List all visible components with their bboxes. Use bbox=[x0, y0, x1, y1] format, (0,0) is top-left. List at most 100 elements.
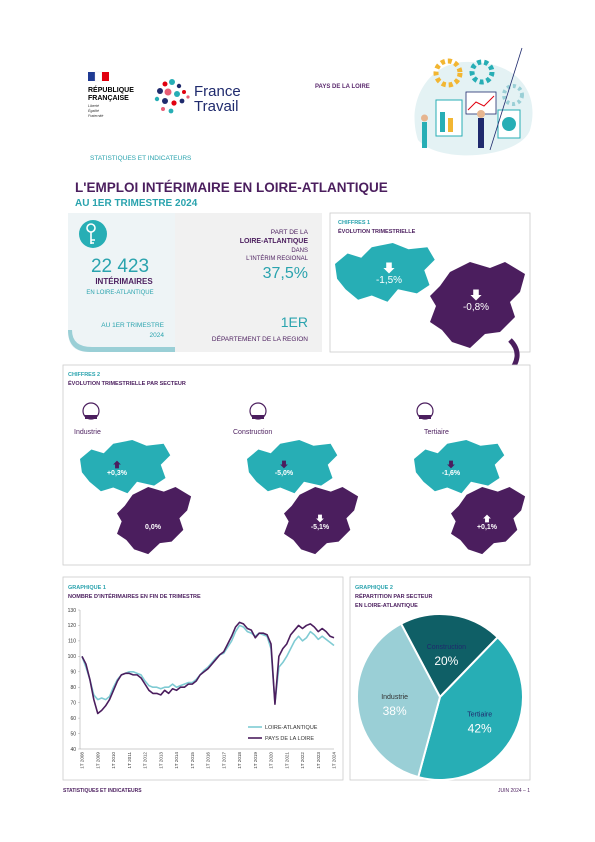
slice-value: 42% bbox=[468, 722, 492, 736]
trend-arrow bbox=[383, 262, 395, 274]
x-tick-label: 1T 2012 bbox=[143, 752, 148, 769]
line-chart: 40 50 60 70 80 90 100 110 120 130 1T 2008 1T 2009 1T… bbox=[68, 608, 337, 769]
x-tick-label: 1T 2015 bbox=[190, 752, 195, 769]
slice-name: Construction bbox=[427, 644, 466, 651]
slice-name: Industrie bbox=[381, 694, 408, 701]
y-tick-label: 90 bbox=[70, 670, 76, 676]
kpi-period: AU 1ER TRIMESTRE bbox=[101, 322, 164, 329]
kpi-period: 2024 bbox=[150, 332, 165, 339]
section-label: STATISTIQUES ET INDICATEURS bbox=[90, 155, 192, 162]
map bbox=[335, 243, 435, 302]
share-value: 37,5% bbox=[263, 265, 308, 282]
map-value: +0,1% bbox=[477, 524, 498, 531]
y-tick-label: 120 bbox=[68, 623, 77, 629]
map-value: -1,5% bbox=[376, 275, 402, 286]
share-text: PART DE LA bbox=[271, 229, 309, 236]
pie-slice bbox=[417, 635, 524, 781]
kpi-count-label: INTÉRIMAIRES bbox=[95, 277, 153, 286]
map-value: -0,8% bbox=[463, 302, 489, 313]
key-icon bbox=[79, 220, 107, 248]
slice-value: 38% bbox=[383, 704, 407, 718]
figures-1-title: ÉVOLUTION TRIMESTRIELLE bbox=[338, 227, 416, 235]
share-text: DANS bbox=[291, 248, 308, 254]
y-tick-label: 70 bbox=[70, 700, 76, 706]
kpi-accent bbox=[68, 330, 175, 352]
kpi-panel bbox=[175, 213, 322, 352]
trend-arrow bbox=[470, 289, 482, 301]
footer-left: STATISTIQUES ET INDICATEURS bbox=[63, 788, 142, 794]
series-line bbox=[81, 621, 335, 715]
sector-icon bbox=[85, 415, 97, 419]
x-tick-label: 1T 2019 bbox=[253, 752, 258, 769]
x-tick-label: 1T 2010 bbox=[111, 752, 116, 769]
kpi-count-scope: EN LOIRE-ATLANTIQUE bbox=[86, 290, 153, 296]
brand: Travail bbox=[194, 98, 238, 115]
map-value: -5,0% bbox=[275, 470, 294, 477]
pie-slice bbox=[356, 622, 442, 779]
pie-slice bbox=[399, 613, 500, 699]
sector-name: Construction bbox=[233, 429, 272, 436]
x-tick-label: 1T 2008 bbox=[80, 752, 85, 769]
y-tick-label: 60 bbox=[70, 716, 76, 722]
x-tick-label: 1T 2020 bbox=[269, 752, 274, 769]
x-tick-label: 1T 2016 bbox=[206, 752, 211, 769]
map bbox=[430, 262, 525, 348]
sector-icon bbox=[252, 415, 264, 419]
graph-2-label: GRAPHIQUE 2 bbox=[355, 585, 393, 591]
x-tick-label: 1T 2018 bbox=[237, 752, 242, 769]
graph-2-title: RÉPARTITION PAR SECTEUR bbox=[355, 592, 432, 600]
map bbox=[247, 440, 338, 494]
x-tick-label: 1T 2017 bbox=[221, 752, 226, 769]
graph-1-label: GRAPHIQUE 1 bbox=[68, 585, 106, 591]
x-tick-label: 1T 2014 bbox=[174, 752, 179, 769]
legend-label: PAYS DE LA LOIRE bbox=[265, 736, 314, 742]
figures-2-sectors: Industrie +0,3% 0,0% Construction -5,0% -5,1%… bbox=[74, 402, 526, 555]
page-subtitle: AU 1ER TRIMESTRE 2024 bbox=[75, 198, 198, 209]
sector-name: Tertiaire bbox=[424, 429, 449, 436]
slice-value: 20% bbox=[434, 654, 458, 668]
page-title: L'EMPLOI INTÉRIMAIRE EN LOIRE-ATLANTIQUE bbox=[75, 180, 388, 195]
region: PAYS DE LA LOIRE bbox=[315, 84, 370, 90]
illustration bbox=[414, 47, 533, 156]
figures-2-title: ÉVOLUTION TRIMESTRIELLE PAR SECTEUR bbox=[68, 379, 186, 387]
trend-arrow bbox=[447, 460, 455, 469]
share-text: L'INTÉRIM REGIONAL bbox=[246, 255, 308, 262]
motto: Liberté bbox=[88, 104, 99, 108]
x-tick-label: 1T 2023 bbox=[316, 752, 321, 769]
trend-arrow bbox=[113, 460, 121, 469]
map-value: -5,1% bbox=[311, 524, 330, 531]
republic-text: RÉPUBLIQUE bbox=[88, 85, 134, 94]
x-tick-label: 1T 2013 bbox=[158, 752, 163, 769]
y-tick-label: 40 bbox=[70, 747, 76, 753]
brand: France bbox=[194, 83, 241, 100]
y-tick-label: 100 bbox=[68, 654, 77, 660]
motto: Fraternité bbox=[88, 114, 103, 118]
footer-right: JUIN 2024 – 1 bbox=[498, 788, 530, 794]
motto: Égalité bbox=[88, 108, 99, 113]
figures-2-label: CHIFFRES 2 bbox=[68, 372, 100, 378]
map bbox=[414, 440, 505, 494]
kpi-count: 22 423 bbox=[91, 256, 149, 277]
x-tick-label: 1T 2011 bbox=[127, 752, 132, 769]
france-travail-logo bbox=[154, 79, 190, 114]
trend-arrow bbox=[280, 460, 288, 469]
figures-1-label: CHIFFRES 1 bbox=[338, 220, 370, 226]
trend-arrow bbox=[316, 514, 324, 523]
rank-value: 1ER bbox=[281, 314, 308, 330]
x-tick-label: 1T 2024 bbox=[332, 752, 337, 769]
republic-logo bbox=[88, 71, 109, 82]
graph-2-title: EN LOIRE-ATLANTIQUE bbox=[355, 603, 418, 609]
slice-name: Tertiaire bbox=[467, 712, 492, 719]
x-tick-label: 1T 2021 bbox=[284, 752, 289, 769]
sector-icon bbox=[419, 415, 431, 419]
map bbox=[117, 487, 192, 555]
rank-label: DÉPARTEMENT DE LA REGION bbox=[212, 334, 308, 343]
map-value: -1,6% bbox=[442, 470, 461, 477]
y-tick-label: 80 bbox=[70, 685, 76, 691]
share-text: LOIRE-ATLANTIQUE bbox=[240, 238, 309, 245]
x-tick-label: 1T 2009 bbox=[95, 752, 100, 769]
y-tick-label: 110 bbox=[68, 639, 76, 645]
x-tick-label: 1T 2022 bbox=[300, 752, 305, 769]
